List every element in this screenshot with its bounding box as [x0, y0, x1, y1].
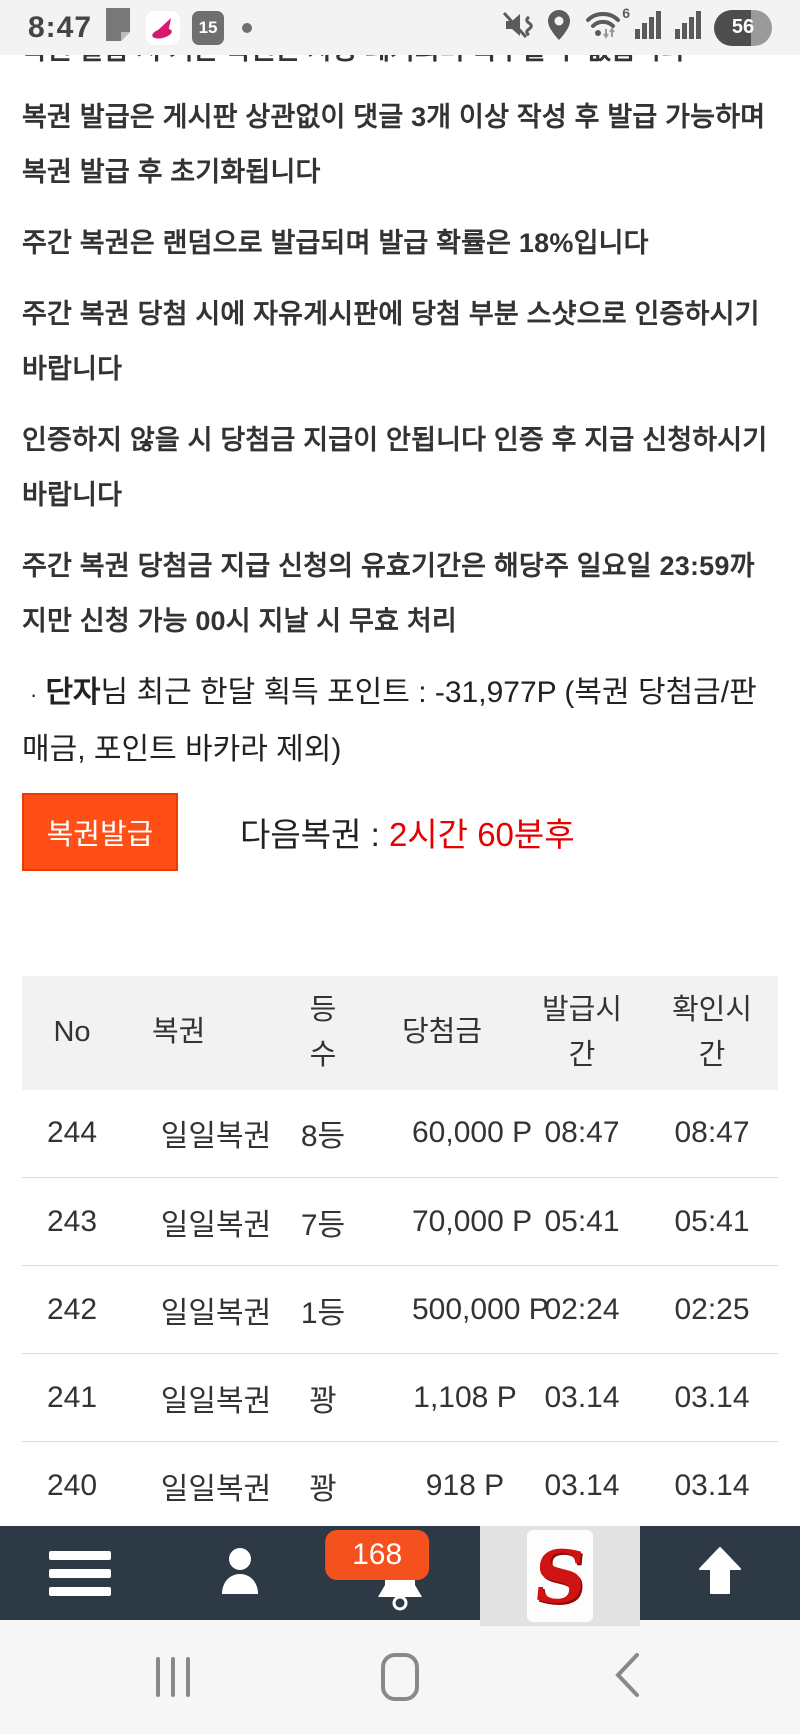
recent-apps-icon: [156, 1657, 191, 1697]
col-issued-time: 발급시간: [518, 975, 646, 1090]
back-button[interactable]: [513, 1620, 740, 1734]
cell-rank: 꽝: [280, 1353, 366, 1442]
mute-vibrate-icon: [502, 9, 534, 46]
cell-checked-time: 02:25: [646, 1265, 778, 1354]
recent-apps-button[interactable]: [60, 1620, 287, 1734]
signal-icon-sim2: [674, 10, 702, 45]
cell-rank: 1등: [280, 1265, 366, 1354]
cell-issued-time: 05:41: [518, 1177, 646, 1266]
profile-button[interactable]: [160, 1526, 320, 1620]
col-checked-time: 확인시간: [646, 975, 778, 1090]
cell-issued-time: 03.14: [518, 1353, 646, 1442]
notice-paragraph: 주간 복권 당첨금 지급 신청의 유효기간은 해당주 일요일 23:59까지만 …: [22, 551, 755, 636]
notice-paragraph: 주간 복권은 랜덤으로 발급되며 발급 확률은 18%입니다: [22, 228, 649, 258]
cell-prize: 70,000 P: [366, 1177, 532, 1266]
notice-paragraph: 인증하지 않을 시 당첨금 지급이 안됩니다 인증 후 지급 신청하시기 바랍니…: [22, 425, 768, 510]
col-no: No: [22, 975, 122, 1090]
notice-paragraphs: 복권 발급은 게시판 상관없이 댓글 3개 이상 작성 후 발급 가능하며 복권…: [22, 90, 778, 649]
back-icon: [612, 1651, 642, 1704]
hamburger-icon: [49, 1550, 111, 1596]
home-button[interactable]: [287, 1620, 514, 1734]
cell-issued-time: 03.14: [518, 1441, 646, 1530]
person-icon: [211, 1542, 269, 1605]
cell-issued-time: 02:24: [518, 1265, 646, 1354]
notification-badge: 168: [325, 1530, 430, 1580]
calendar-icon: 15: [192, 10, 225, 45]
cell-lottery: 일일복권: [122, 1441, 280, 1530]
monthly-points-line: · 단자님 최근 한달 획득 포인트 : -31,977P (복권 당첨금/판매금…: [22, 665, 778, 777]
cell-no: 243: [22, 1177, 122, 1266]
notice-paragraph: 주간 복권 당첨 시에 자유게시판에 당첨 부분 스샷으로 인증하시기 바랍니다: [22, 299, 760, 384]
clipped-text-line: 복권 발급 시 기존 복권은 자동 폐기되며 복구할 수 없습니다: [22, 55, 778, 90]
home-icon: [381, 1653, 419, 1701]
table-row[interactable]: 240 일일복권 꽝 918 P 03.14 03.14: [22, 1441, 778, 1530]
cell-no: 241: [22, 1353, 122, 1442]
notification-app-icon: [146, 10, 181, 45]
cell-prize: 60,000 P: [412, 1116, 533, 1150]
cell-rank: 꽝: [280, 1441, 366, 1530]
scroll-to-top-button[interactable]: [640, 1526, 800, 1620]
countdown-value: 2시간 60분후: [388, 815, 575, 853]
cell-checked-time: 08:47: [674, 1116, 750, 1150]
cell-checked-time: 05:41: [646, 1177, 778, 1266]
cell-prize: 1,108 P: [366, 1353, 518, 1442]
notification-dot-icon: [242, 22, 253, 33]
bottom-app-bar: 168 S: [0, 1526, 800, 1626]
site-logo-button[interactable]: S: [480, 1526, 640, 1626]
site-logo-icon: S: [527, 1530, 593, 1622]
bullet-dot: ·: [30, 681, 38, 707]
menu-button[interactable]: [0, 1526, 160, 1620]
cell-rank: 7등: [280, 1177, 366, 1266]
cell-prize: 500,000 P: [366, 1265, 549, 1354]
issue-lottery-button[interactable]: 복권발급: [22, 792, 178, 871]
points-text: 님 최근 한달 획득 포인트 : -31,977P (복권 당첨금/판매금, 포…: [22, 676, 757, 766]
username: 단자: [45, 676, 101, 709]
cell-issued-time: 08:47: [544, 1116, 620, 1150]
clock: 8:47: [28, 10, 93, 44]
lottery-issue-row: 복권발급 다음복권 : 2시간 60분후: [22, 792, 778, 871]
col-lottery: 복권: [122, 975, 280, 1090]
cell-checked-time: 03.14: [646, 1353, 778, 1442]
wifi-icon: 6: [584, 5, 630, 46]
lottery-history-table: No 복권 등수 당첨금 발급시간 확인시간 244 일일복권 8등 60,00…: [22, 975, 778, 1618]
cell-lottery: 일일복권: [122, 1353, 280, 1442]
status-bar: 8:47 15: [0, 0, 800, 55]
notice-paragraph: 복권 발급은 게시판 상관없이 댓글 3개 이상 작성 후 발급 가능하며 복권…: [22, 102, 766, 187]
page-content: 복권 발급 시 기존 복권은 자동 폐기되며 복구할 수 없습니다 복권 발급은…: [0, 55, 800, 1618]
table-row[interactable]: 243 일일복권 7등 70,000 P 05:41 05:41: [22, 1177, 778, 1266]
cell-rank: 8등: [300, 1120, 346, 1154]
battery-icon: 56: [714, 9, 772, 46]
table-row[interactable]: 241 일일복권 꽝 1,108 P 03.14 03.14: [22, 1353, 778, 1442]
android-navigation-bar: [0, 1620, 800, 1734]
col-rank: 등수: [280, 975, 366, 1090]
table-row[interactable]: 244 일일복권 8등 60,000 P 08:47 08:47: [22, 1090, 778, 1178]
cell-no: 244: [46, 1116, 98, 1150]
cell-no: 240: [22, 1441, 122, 1530]
cell-lottery: 일일복권: [122, 1265, 280, 1354]
cell-lottery: 일일복권: [160, 1120, 272, 1154]
location-icon: [546, 9, 572, 46]
table-header: No 복권 등수 당첨금 발급시간 확인시간: [22, 975, 778, 1090]
next-lottery-countdown: 다음복권 : 2시간 60분후: [240, 815, 575, 853]
col-prize: 당첨금: [366, 975, 518, 1090]
cell-checked-time: 03.14: [646, 1441, 778, 1530]
cell-prize: 918 P: [366, 1441, 518, 1530]
signal-icon-sim1: [634, 10, 662, 45]
table-row[interactable]: 242 일일복권 1등 500,000 P 02:24 02:25: [22, 1265, 778, 1354]
notification-document-icon: [104, 7, 134, 48]
up-arrow-icon: [694, 1545, 746, 1602]
cell-lottery: 일일복권: [122, 1177, 280, 1266]
notifications-button[interactable]: 168: [320, 1526, 480, 1620]
cell-no: 242: [22, 1265, 122, 1354]
